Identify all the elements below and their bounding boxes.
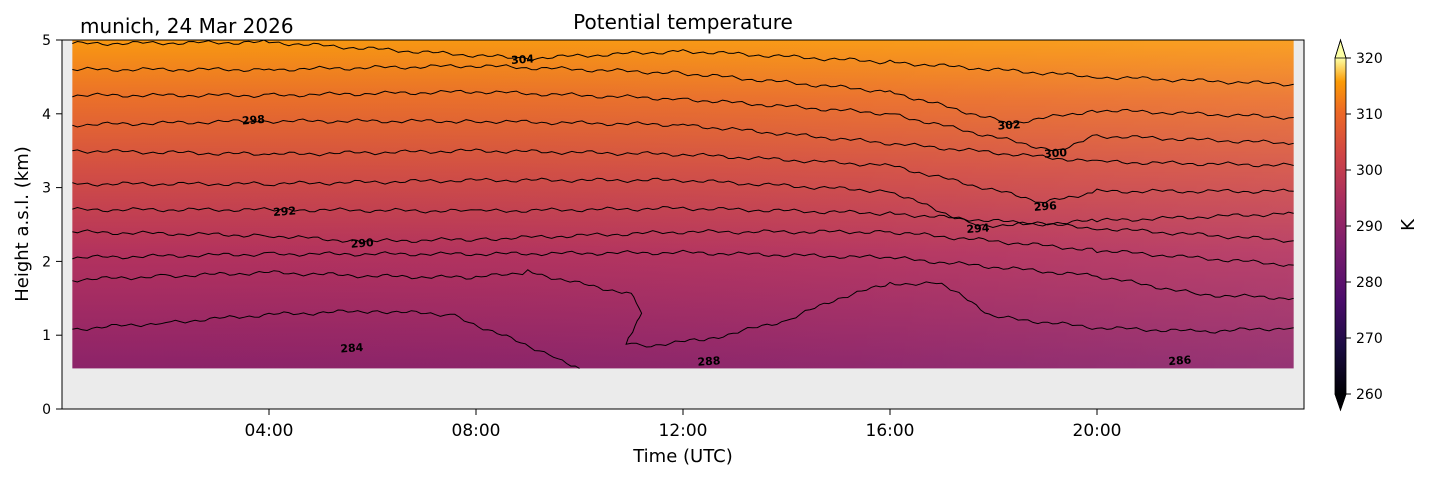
contour-294 (72, 177, 1294, 229)
colorbar-tick-label: 280 (1356, 275, 1383, 291)
x-tick-label: 04:00 (245, 421, 294, 441)
colorbar-tick-label: 290 (1356, 219, 1383, 235)
y-axis-label: Height a.s.l. (km) (12, 146, 33, 302)
x-tick-label: 20:00 (1073, 421, 1122, 441)
y-tick-label: 5 (42, 33, 51, 49)
contour-296 (72, 148, 1294, 204)
contour-labels: 284 286 288 290 292 294 296 298 300 302 304 (242, 52, 1192, 368)
contour-286 (72, 269, 1294, 348)
y-tick-label: 1 (42, 328, 51, 344)
x-tick-label: 16:00 (866, 421, 915, 441)
contour-300 (72, 89, 1294, 152)
y-tick-label: 4 (42, 107, 51, 123)
contour-label-288: 288 (697, 354, 721, 369)
colorbar-ticks: 260 270 280 290 300 310 320 (1346, 51, 1383, 403)
contour-298 (72, 118, 1294, 168)
colorbar-extend-max (1334, 38, 1347, 59)
contour-label-302: 302 (997, 118, 1021, 133)
contour-label-294: 294 (966, 221, 990, 236)
contour-label-296: 296 (1033, 199, 1057, 214)
field-shading (72, 40, 1294, 369)
colorbar-tick-label: 320 (1356, 51, 1383, 67)
contour-label-292: 292 (273, 204, 297, 219)
chart-title: Potential temperature (573, 10, 793, 34)
contour-label-290: 290 (350, 236, 374, 251)
colorbar-tick-label: 310 (1356, 107, 1383, 123)
x-tick-label: 12:00 (659, 421, 708, 441)
contour-label-300: 300 (1044, 146, 1068, 161)
contour-label-284: 284 (340, 341, 364, 356)
contour-label-304: 304 (511, 52, 535, 67)
x-tick-label: 08:00 (452, 421, 501, 441)
y-tick-label: 3 (42, 181, 51, 197)
colorbar-gradient (1335, 58, 1346, 394)
x-axis: 04:00 08:00 12:00 16:00 20:00 (245, 409, 1122, 441)
temperature-field (72, 40, 1294, 369)
x-axis-label: Time (UTC) (632, 446, 733, 467)
contour-label-286: 286 (1168, 353, 1192, 368)
colorbar-extend-min (1334, 393, 1347, 412)
colorbar-tick-label: 260 (1356, 387, 1383, 403)
y-tick-label: 0 (42, 402, 51, 418)
chart-subtitle: munich, 24 Mar 2026 (80, 14, 294, 38)
contour-288 (72, 249, 1294, 301)
contour-292 (72, 205, 1294, 243)
contour-304 (72, 40, 1294, 87)
contour-290 (72, 229, 1294, 267)
contour-284 (72, 309, 580, 369)
colorbar-tick-label: 300 (1356, 163, 1383, 179)
contour-label-298: 298 (242, 113, 266, 128)
contour-lines (72, 40, 1294, 369)
colorbar-tick-label: 270 (1356, 331, 1383, 347)
colorbar-label: K (1398, 218, 1419, 231)
contour-302 (72, 64, 1294, 126)
y-tick-label: 2 (42, 254, 51, 270)
y-axis: 0 1 2 3 4 5 (42, 33, 62, 418)
colorbar: 260 270 280 290 300 310 320 K (1334, 38, 1419, 412)
